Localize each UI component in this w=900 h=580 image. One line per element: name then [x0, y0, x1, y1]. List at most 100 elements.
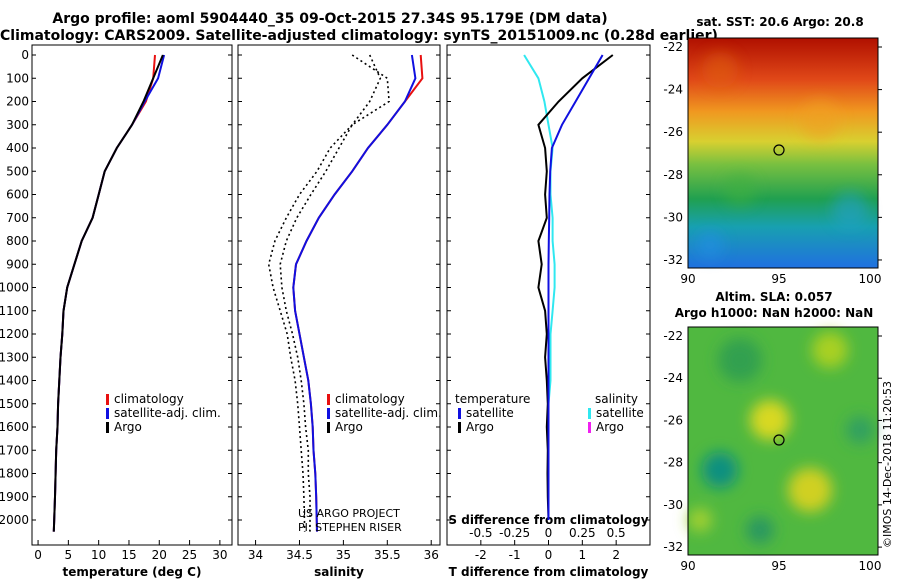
argo-pi-credit: PI: STEPHEN RISER [298, 521, 402, 534]
temperature-argo-line [52, 54, 164, 532]
depth-tick-label: 100 [6, 71, 29, 85]
salinity-xlabel: salinity [314, 565, 364, 579]
sst-axes-lat-label: -32 [663, 253, 683, 267]
sla-map-field [688, 327, 878, 555]
salinity-legend-0-label: climatology [335, 392, 405, 406]
difference-xlabel: T difference from climatology [449, 565, 649, 579]
difference-legend-temp-header: temperature [455, 392, 530, 406]
sst-float-marker [773, 144, 785, 156]
temperature-diff-satellite-line [547, 54, 604, 520]
sla-axes-lat-label: -22 [663, 329, 683, 343]
s-difference-tick-label: 0 [545, 526, 553, 540]
depth-tick-label: 1100 [0, 304, 29, 318]
difference-legend-temp-satellite-label: satellite [466, 406, 514, 420]
temperature-satellite-line [52, 54, 166, 532]
depth-tick-label: 700 [6, 211, 29, 225]
temperature-legend-2-label: Argo [114, 420, 142, 434]
argo-project-credit: US ARGO PROJECT [298, 507, 400, 520]
difference-legend-temp-argo-label: Argo [466, 420, 494, 434]
sla-axes-lon-label: 90 [680, 559, 695, 573]
depth-tick-label: 1300 [0, 350, 29, 364]
temperature-xtick-label: 15 [121, 548, 136, 562]
depth-tick-label: 400 [6, 141, 29, 155]
sla-axes-lat-label: -24 [663, 371, 683, 385]
difference-legend-sal-argo-swatch [588, 422, 591, 433]
difference-legend-temp-argo-swatch [458, 422, 461, 433]
chart-title-line1: Argo profile: aoml 5904440_35 09-Oct-201… [52, 11, 608, 27]
temperature-legend-0-swatch [106, 394, 109, 405]
depth-tick-label: 600 [6, 188, 29, 202]
difference-legend-sal-satellite-swatch [588, 408, 591, 419]
s-difference-tick-label: -0.5 [469, 526, 492, 540]
sla-axes-lat-label: -30 [663, 498, 683, 512]
sst-map: sat. SST: 20.6 Argo: 20.8 -22 -24 -26 -28 -3… [663, 15, 882, 286]
salinity-climatology-line [292, 54, 424, 532]
salinity-range-low-line [267, 54, 382, 532]
temperature-xtick-label: 20 [152, 548, 167, 562]
salinity-satellite-line [292, 54, 417, 532]
salinity-legend-2-label: Argo [335, 420, 363, 434]
sst-axes-lat-label: -26 [663, 125, 683, 139]
difference-legend-sal-header: salinity [595, 392, 638, 406]
depth-tick-label: 1600 [0, 420, 29, 434]
salinity-xtick-label: 35 [336, 548, 351, 562]
sst-axes-lat-label: -22 [663, 40, 683, 54]
salinity-legend-1-label: satellite-adj. clim. [335, 406, 442, 420]
depth-tick-label: 2000 [0, 513, 29, 527]
sst-axes-lon-label: 95 [771, 272, 786, 286]
temperature-xtick-label: 0 [34, 548, 42, 562]
difference-legend-sal-argo-label: Argo [596, 420, 624, 434]
depth-tick-label: 900 [6, 257, 29, 271]
sla-float-marker [773, 434, 785, 446]
difference-xtick-label: -1 [509, 548, 521, 562]
sst-map-title: sat. SST: 20.6 Argo: 20.8 [696, 15, 863, 29]
sla-axes-lon-label: 95 [771, 559, 786, 573]
temperature-legend-1-label: satellite-adj. clim. [114, 406, 221, 420]
salinity-xtick-label: 35.5 [374, 548, 401, 562]
temperature-xtick-label: 30 [212, 548, 227, 562]
depth-tick-label: 200 [6, 95, 29, 109]
difference-legend-temp-satellite-swatch [458, 408, 461, 419]
temperature-diff-argo-line [537, 54, 614, 521]
sst-axes-lon-label: 100 [859, 272, 882, 286]
salinity-xtick-label: 36 [424, 548, 439, 562]
difference-xtick-label: 1 [579, 548, 587, 562]
sla-axes-lat-label: -28 [663, 456, 683, 470]
depth-tick-label: 1400 [0, 374, 29, 388]
depth-tick-label: 1000 [0, 281, 29, 295]
temperature-panel-frame [31, 44, 233, 546]
depth-tick-label: 1200 [0, 327, 29, 341]
depth-tick-label: 1900 [0, 490, 29, 504]
temperature-xtick-label: 5 [65, 548, 73, 562]
sla-axes-lat-label: -26 [663, 413, 683, 427]
imos-credit: ©IMOS 14-Dec-2018 11:20:53 [881, 381, 894, 548]
temperature-legend-0-label: climatology [114, 392, 184, 406]
salinity-legend-2-swatch [327, 422, 330, 433]
difference-xtick-label: -2 [475, 548, 487, 562]
salinity-range-high-line [279, 54, 390, 532]
temperature-legend-1-swatch [106, 408, 109, 419]
depth-tick-label: 0 [21, 48, 29, 62]
s-difference-tick-label: 0.25 [569, 526, 596, 540]
sst-axes-lat-label: -28 [663, 168, 683, 182]
temperature-xtick-label: 25 [182, 548, 197, 562]
temperature-climatology-line [52, 54, 156, 532]
s-difference-tick-label: 0.5 [607, 526, 626, 540]
salinity-xtick-label: 34.5 [286, 548, 313, 562]
salinity-legend-1-swatch [327, 408, 330, 419]
sla-map: Altim. SLA: 0.057 Argo h1000: NaN h2000:… [663, 290, 882, 573]
depth-tick-label: 500 [6, 164, 29, 178]
depth-tick-label: 1500 [0, 397, 29, 411]
sla-map-subtitle: Argo h1000: NaN h2000: NaN [675, 306, 874, 320]
depth-tick-label: 300 [6, 118, 29, 132]
difference-legend-sal-satellite-label: satellite [596, 406, 644, 420]
difference-xtick-label: 2 [612, 548, 620, 562]
salinity-legend-0-swatch [327, 394, 330, 405]
difference-xtick-label: 0 [545, 548, 553, 562]
temperature-legend-2-swatch [106, 422, 109, 433]
temperature-xlabel: temperature (deg C) [63, 565, 202, 579]
sla-axes-lat-label: -32 [663, 540, 683, 554]
sla-map-title: Altim. SLA: 0.057 [715, 290, 832, 304]
sst-axes-lat-label: -30 [663, 210, 683, 224]
depth-tick-label: 800 [6, 234, 29, 248]
